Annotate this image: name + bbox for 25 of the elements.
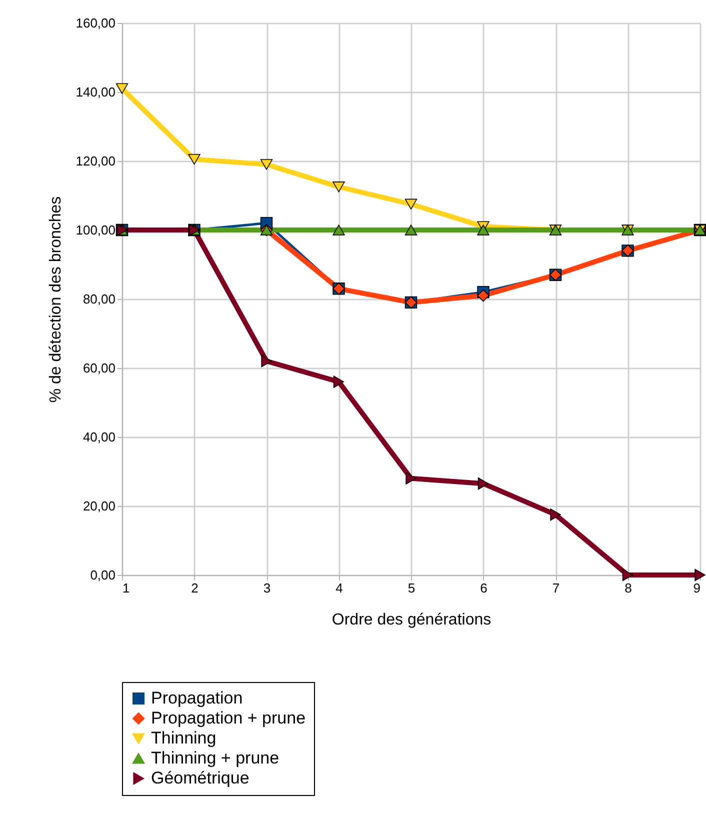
y-tick-label: 40,00 — [82, 430, 116, 444]
x-tick-label: 7 — [552, 580, 560, 596]
y-tick-label: 120,00 — [76, 154, 116, 168]
y-tick-label: 80,00 — [82, 292, 116, 306]
legend-label: Géométrique — [151, 768, 250, 788]
x-tick-label: 5 — [408, 580, 416, 596]
y-tick-label: 0,00 — [90, 568, 116, 582]
legend-label: Thinning + prune — [151, 748, 280, 768]
x-tick-label: 9 — [693, 580, 700, 596]
x-tick-label: 6 — [480, 580, 488, 596]
legend-label: Thinning — [151, 728, 216, 748]
y-tick-label: 160,00 — [76, 16, 116, 30]
x-tick-label: 8 — [624, 580, 632, 596]
x-axis-title: Ordre des générations — [332, 612, 492, 628]
y-tick-label: 100,00 — [76, 222, 116, 238]
y-tick-label: 60,00 — [82, 360, 116, 376]
y-axis-title: % de détection des bronches — [48, 196, 65, 403]
y-tick-label: 140,00 — [76, 84, 116, 100]
legend-label: Propagation — [151, 688, 243, 708]
x-tick-label: 4 — [336, 580, 343, 596]
y-tick-label: 20,00 — [82, 498, 116, 514]
legend-label: Propagation + prune — [151, 708, 306, 728]
x-tick-label: 3 — [263, 580, 271, 596]
x-tick-label: 1 — [122, 580, 130, 596]
x-tick-label: 2 — [191, 580, 198, 596]
